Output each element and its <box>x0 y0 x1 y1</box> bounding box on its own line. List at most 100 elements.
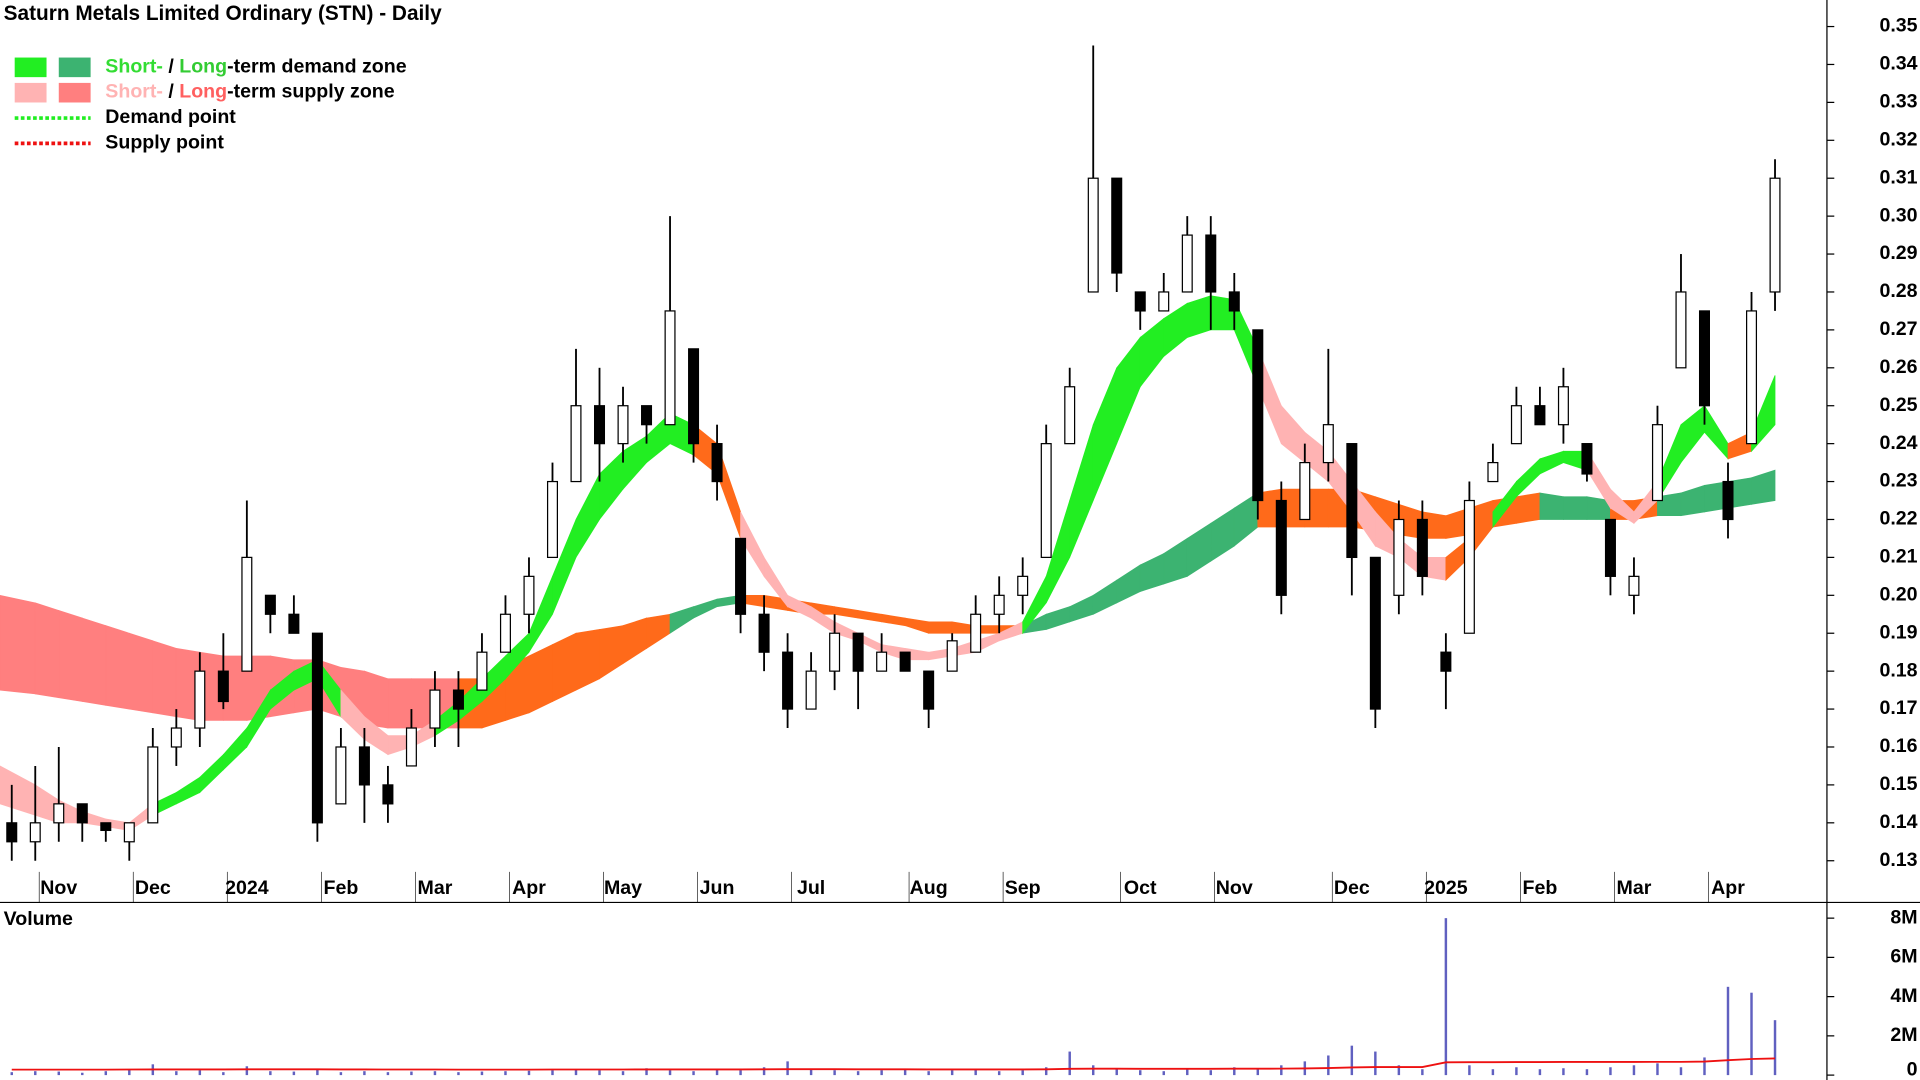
candle-body <box>1205 234 1217 293</box>
volume-bar <box>386 1072 390 1076</box>
volume-bar <box>903 1069 907 1076</box>
x-tick-label: Jul <box>797 877 825 899</box>
y-tick-label: 0.34 <box>1879 53 1917 75</box>
volume-bar <box>104 1071 108 1076</box>
volume-tick-label: 0 <box>1907 1058 1918 1080</box>
volume-bar <box>1044 1067 1048 1076</box>
candle-body <box>1134 291 1146 312</box>
legend-text: Short- <box>105 56 163 78</box>
volume-bar <box>950 1070 954 1076</box>
candle-body <box>1346 443 1358 559</box>
candle-body <box>1275 499 1287 596</box>
zone-segment <box>0 594 36 695</box>
legend-label: Supply point <box>105 132 224 154</box>
candle-body <box>476 651 488 691</box>
candle-body <box>876 651 888 672</box>
candle-body <box>311 632 323 824</box>
volume-bar <box>1515 1067 1518 1076</box>
volume-bar <box>81 1072 84 1076</box>
legend-text: Long <box>179 56 227 78</box>
volume-bar <box>292 1071 296 1076</box>
x-tick-label: Aug <box>910 877 948 899</box>
candle-body <box>1252 329 1264 502</box>
legend-text: / <box>163 56 179 78</box>
candle-body <box>570 405 582 483</box>
legend-text: -term demand zone <box>227 56 407 78</box>
candle-body <box>382 784 394 805</box>
volume-bar <box>1444 918 1448 1076</box>
legend-label: Demand point <box>105 106 236 128</box>
candle-body <box>147 746 159 824</box>
chart-title: Saturn Metals Limited Ordinary (STN) - D… <box>4 2 442 25</box>
zone-segment <box>387 678 412 729</box>
legend-text: Supply point <box>105 132 224 154</box>
candle-body <box>1604 518 1616 577</box>
zone-segment <box>528 644 553 714</box>
zone-segment <box>152 640 177 718</box>
volume-bar <box>1021 1070 1024 1076</box>
candle-body <box>1534 405 1546 426</box>
volume-bar <box>1750 992 1753 1076</box>
volume-bar <box>1585 1069 1589 1076</box>
volume-bar <box>551 1070 554 1076</box>
y-tick-label: 0.20 <box>1879 583 1917 605</box>
candle-body <box>499 613 511 653</box>
volume-average-line <box>11 1057 1776 1071</box>
volume-bar <box>1656 1063 1659 1076</box>
volume-bar <box>1397 1065 1401 1076</box>
y-tick-label: 0.15 <box>1879 773 1917 795</box>
x-tick-label: Mar <box>418 877 453 899</box>
y-tick-label: 0.35 <box>1879 15 1917 37</box>
volume-bar <box>692 1071 695 1076</box>
candle-body <box>1228 291 1240 312</box>
y-tick-label: 0.26 <box>1879 356 1917 378</box>
volume-bar <box>1162 1071 1165 1076</box>
volume-bar <box>1726 986 1730 1076</box>
candles <box>6 45 1781 861</box>
candle-body <box>970 613 982 653</box>
candle-body <box>1698 310 1711 407</box>
y-tick-label: 0.14 <box>1879 811 1917 833</box>
legend-swatch <box>58 82 91 103</box>
candle-body <box>6 822 18 843</box>
candle-body <box>29 822 41 843</box>
candle-body <box>711 443 723 483</box>
volume-bar <box>1773 1020 1777 1076</box>
y-tick-label: 0.23 <box>1879 470 1917 492</box>
x-tick-label: Dec <box>135 877 171 899</box>
candle-body <box>617 405 629 445</box>
volume-bar <box>175 1071 178 1076</box>
volume-bar <box>1679 1067 1683 1076</box>
volume-bar <box>1068 1051 1071 1076</box>
volume-bar <box>880 1070 883 1076</box>
legend-label: Short- / Long-term demand zone <box>105 56 406 78</box>
x-tick-label: Apr <box>1711 877 1745 899</box>
volume-bar <box>715 1069 719 1076</box>
legend-label: Short- / Long-term supply zone <box>105 81 394 103</box>
x-tick-label: Apr <box>512 877 546 899</box>
candle-body <box>852 632 864 672</box>
volume-bar <box>786 1061 789 1076</box>
volume-bar <box>10 1072 13 1076</box>
volume-bar <box>621 1071 625 1076</box>
volume-bar <box>316 1069 319 1076</box>
candle-body <box>1158 291 1170 312</box>
volume-bar <box>222 1072 225 1076</box>
candle-body <box>335 746 347 805</box>
volume-tick-label: 4M <box>1890 985 1917 1007</box>
candle-body <box>523 575 535 615</box>
legend-text: -term supply zone <box>227 81 395 103</box>
candle-body <box>641 405 653 426</box>
y-tick-label: 0.21 <box>1879 546 1917 568</box>
zone-segment <box>34 602 60 699</box>
candle-body <box>1510 405 1522 445</box>
x-tick-label: 2024 <box>225 877 269 899</box>
candle-body <box>170 727 182 748</box>
y-tick-label: 0.27 <box>1879 318 1917 340</box>
volume-bar <box>1256 1069 1260 1076</box>
zone-segment <box>105 625 130 710</box>
volume-panel <box>10 918 1777 1076</box>
volume-bar <box>927 1071 930 1076</box>
